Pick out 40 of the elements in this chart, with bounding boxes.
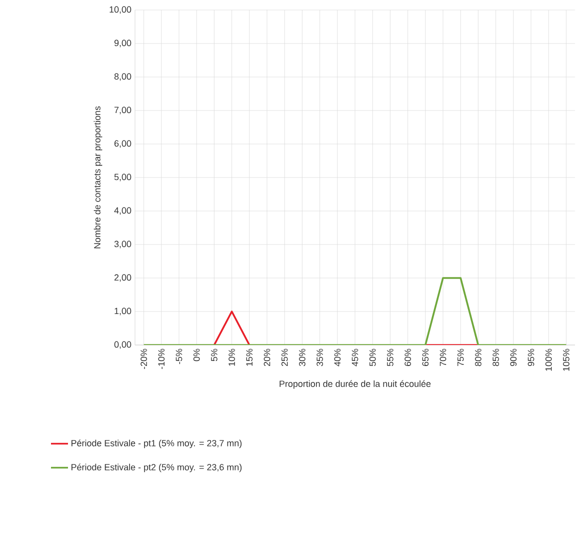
y-tick-label: 4,00 xyxy=(114,207,132,215)
y-tick-label: 5,00 xyxy=(114,174,132,182)
y-tick-label: 3,00 xyxy=(114,240,132,248)
y-tick-label: 8,00 xyxy=(114,73,132,81)
x-tick-label: 70% xyxy=(440,348,446,366)
x-tick-label: 15% xyxy=(246,348,253,366)
x-tick-label: -5% xyxy=(176,348,182,364)
x-tick-label: 90% xyxy=(510,348,517,366)
y-tick-label: 6,00 xyxy=(114,140,132,148)
x-tick-label: 30% xyxy=(299,348,306,366)
x-tick-label: 35% xyxy=(316,348,323,366)
legend-label: Période Estivale - pt2 (5% moy. = 23,6 mn) xyxy=(72,464,242,472)
x-tick-label: 75% xyxy=(457,348,464,366)
x-tick-label: 100% xyxy=(545,348,552,371)
y-tick-label: 9,00 xyxy=(114,40,132,48)
y-tick-label: 2,00 xyxy=(114,274,132,282)
x-tick-label: 80% xyxy=(475,348,482,366)
x-tick-label: 55% xyxy=(387,348,394,366)
x-tick-label: 65% xyxy=(422,348,429,366)
x-tick-label: -10% xyxy=(158,348,165,370)
y-tick-label: 7,00 xyxy=(114,106,132,114)
x-axis-title: Proportion de durée de la nuit écoulée xyxy=(280,380,431,389)
x-tick-label: -20% xyxy=(140,348,147,370)
x-tick-label: 5% xyxy=(211,348,218,362)
x-tick-label: 40% xyxy=(334,348,341,366)
x-tick-label: 20% xyxy=(264,348,270,366)
x-tick-label: 60% xyxy=(404,348,411,366)
y-axis-title: Nombre de contacts par proportions xyxy=(94,106,102,248)
x-tick-label: 95% xyxy=(528,348,534,366)
x-tick-label: 50% xyxy=(369,348,376,366)
x-tick-label: 85% xyxy=(492,348,499,366)
y-tick-label: 0,00 xyxy=(114,341,132,349)
x-tick-label: 0% xyxy=(193,348,200,362)
legend-label: Période Estivale - pt1 (5% moy. = 23,7 mn) xyxy=(72,440,242,448)
y-tick-label: 1,00 xyxy=(114,308,132,316)
x-tick-label: 45% xyxy=(352,348,358,366)
x-tick-label: 10% xyxy=(228,348,235,366)
x-tick-label: 25% xyxy=(281,348,288,366)
x-tick-label: 105% xyxy=(563,348,570,371)
y-tick-label: 10,00 xyxy=(110,6,132,14)
